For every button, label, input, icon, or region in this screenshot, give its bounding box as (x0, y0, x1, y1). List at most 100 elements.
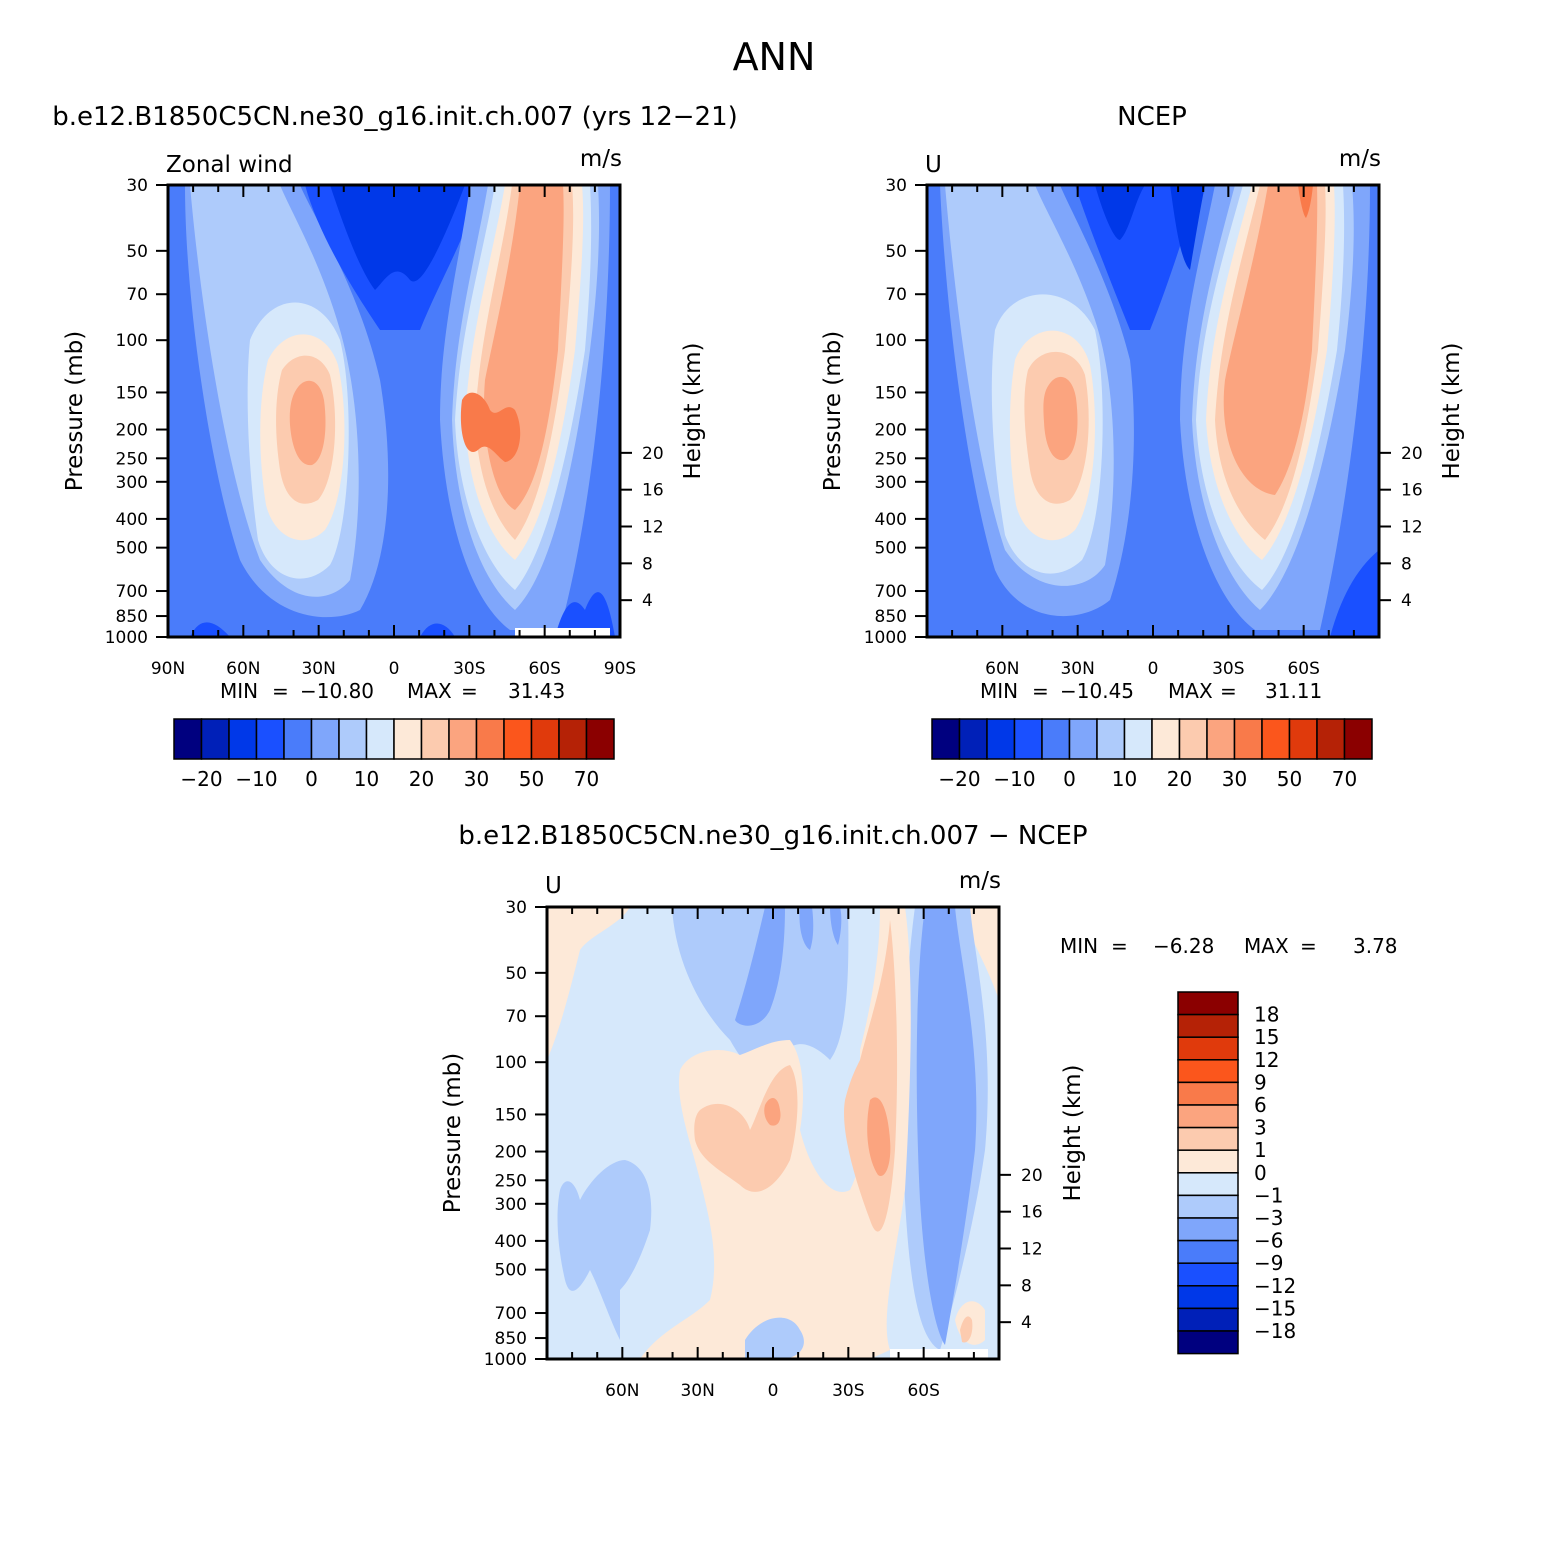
panel-diff-max-label: MAX (1244, 934, 1289, 958)
height-tick-label: 4 (642, 591, 653, 611)
colorbar-swatch (1177, 1285, 1239, 1310)
height-tick-label: 16 (1401, 481, 1423, 501)
panel-diff-height-axis: 20 16 12 8 4 (999, 1166, 1043, 1333)
colorbar-swatch (1177, 1239, 1239, 1264)
panel-diff-ylabel: Pressure (mb) (440, 1053, 466, 1213)
panel-model-contours (168, 185, 620, 637)
colorbar-label: −9 (1254, 1251, 1283, 1275)
pressure-tick-label: 500 (116, 539, 148, 559)
colorbar-swatch (1177, 1059, 1239, 1084)
pressure-tick-label: 300 (116, 473, 148, 493)
colorbar-label: −1 (1254, 1183, 1283, 1207)
panel-diff-min-value: −6.28 (1153, 934, 1214, 958)
lat-tick-label: 90N (151, 659, 185, 679)
panel-model-eq-1: = (272, 679, 289, 703)
lat-tick-label: 0 (768, 1381, 779, 1401)
pressure-tick-label: 150 (495, 1105, 527, 1125)
panel-ncep-max-value: 31.11 (1265, 679, 1322, 703)
pressure-tick-label: 200 (116, 421, 148, 441)
pressure-tick-label: 50 (505, 964, 527, 984)
height-tick-label: 4 (1021, 1313, 1032, 1333)
panel-diff-title: b.e12.B1850C5CN.ne30_g16.init.ch.007 − N… (458, 821, 1087, 851)
colorbar-swatch (558, 718, 588, 760)
height-tick-label: 12 (1401, 518, 1423, 538)
panel-ncep-x-axis: 60N 30N 0 30S 60S (926, 185, 1380, 679)
colorbar-label: −20 (938, 767, 980, 791)
colorbar-swatch (1206, 718, 1236, 760)
pressure-tick-label: 200 (875, 421, 907, 441)
colorbar-swatch (1288, 718, 1318, 760)
pressure-tick-label: 300 (495, 1195, 527, 1215)
panel-diff-min-label: MIN (1060, 934, 1098, 958)
lat-tick-label: 60S (907, 1381, 939, 1401)
colorbar-label: −18 (1254, 1319, 1296, 1343)
panel-model-title: b.e12.B1850C5CN.ne30_g16.init.ch.007 (yr… (52, 102, 738, 132)
panel-ncep: NCEP U m/s 30507010015020025030040050070… (820, 102, 1465, 791)
colorbar-swatch (1151, 718, 1181, 760)
pressure-tick-label: 100 (875, 331, 907, 351)
panel-ncep-contours (927, 185, 1379, 637)
colorbar-swatch (1343, 718, 1373, 760)
lat-tick-label: 30S (453, 659, 485, 679)
panel-model-min-label: MIN (220, 679, 258, 703)
panel-ncep-eq-2: = (1220, 679, 1237, 703)
colorbar-label: 30 (1222, 767, 1247, 791)
lat-tick-label: 0 (1148, 659, 1159, 679)
colorbar-swatch (283, 718, 313, 760)
lat-tick-label: 90S (604, 659, 636, 679)
pressure-tick-label: 250 (875, 449, 907, 469)
figure-title: ANN (733, 35, 816, 79)
colorbar-label: 6 (1254, 1093, 1267, 1117)
colorbar-swatch (1177, 1217, 1239, 1242)
height-tick-label: 8 (1401, 554, 1412, 574)
lat-tick-label: 60N (985, 659, 1019, 679)
panel-diff: b.e12.B1850C5CN.ne30_g16.init.ch.007 − N… (440, 821, 1398, 1401)
height-tick-label: 8 (1021, 1276, 1032, 1296)
panel-ncep-y2label: Height (km) (1439, 342, 1465, 479)
colorbar-swatch (420, 718, 450, 760)
pressure-tick-label: 70 (885, 285, 907, 305)
panel-ncep-ylabel: Pressure (mb) (820, 331, 846, 491)
lat-tick-label: 30S (1212, 659, 1244, 679)
colorbar-swatch (393, 718, 423, 760)
height-tick-label: 20 (642, 444, 664, 464)
colorbar-label: 20 (409, 767, 434, 791)
colorbar-swatch (200, 718, 230, 760)
panel-model-max-label: MAX (407, 679, 452, 703)
colorbar-label: −3 (1254, 1206, 1283, 1230)
height-tick-label: 20 (1021, 1166, 1043, 1186)
colorbar-swatch (338, 718, 368, 760)
colorbar-swatch (1177, 1307, 1239, 1332)
pressure-tick-label: 500 (495, 1261, 527, 1281)
colorbar-label: 50 (519, 767, 544, 791)
panel-model-ylabel: Pressure (mb) (62, 331, 88, 491)
panel-diff-x-axis: 60N 30N 0 30S 60S (546, 907, 1000, 1401)
colorbar-swatch (1261, 718, 1291, 760)
colorbar-swatch (585, 718, 615, 760)
pressure-tick-label: 100 (495, 1053, 527, 1073)
colorbar-swatch (1041, 718, 1071, 760)
colorbar-swatch (310, 718, 340, 760)
pressure-tick-label: 500 (875, 539, 907, 559)
panel-diff-left-label: U (545, 873, 562, 899)
colorbar-swatch (986, 718, 1016, 760)
colorbar-label: 15 (1254, 1025, 1279, 1049)
pressure-tick-label: 400 (495, 1232, 527, 1252)
pressure-tick-label: 250 (495, 1171, 527, 1191)
lat-tick-label: 60S (528, 659, 560, 679)
pressure-tick-label: 100 (116, 331, 148, 351)
panel-diff-max-value: 3.78 (1353, 934, 1398, 958)
colorbar-swatch (1177, 1172, 1239, 1197)
pressure-tick-label: 250 (116, 449, 148, 469)
colorbar-swatch (1068, 718, 1098, 760)
colorbar-label: −10 (235, 767, 277, 791)
panel-model-colorbar: −20 −10 0 10 20 30 50 70 (173, 718, 615, 791)
lat-tick-label: 0 (389, 659, 400, 679)
pressure-tick-label: 200 (495, 1143, 527, 1163)
pressure-tick-label: 70 (505, 1007, 527, 1027)
colorbar-label: 18 (1254, 1003, 1279, 1027)
colorbar-swatch (1013, 718, 1043, 760)
